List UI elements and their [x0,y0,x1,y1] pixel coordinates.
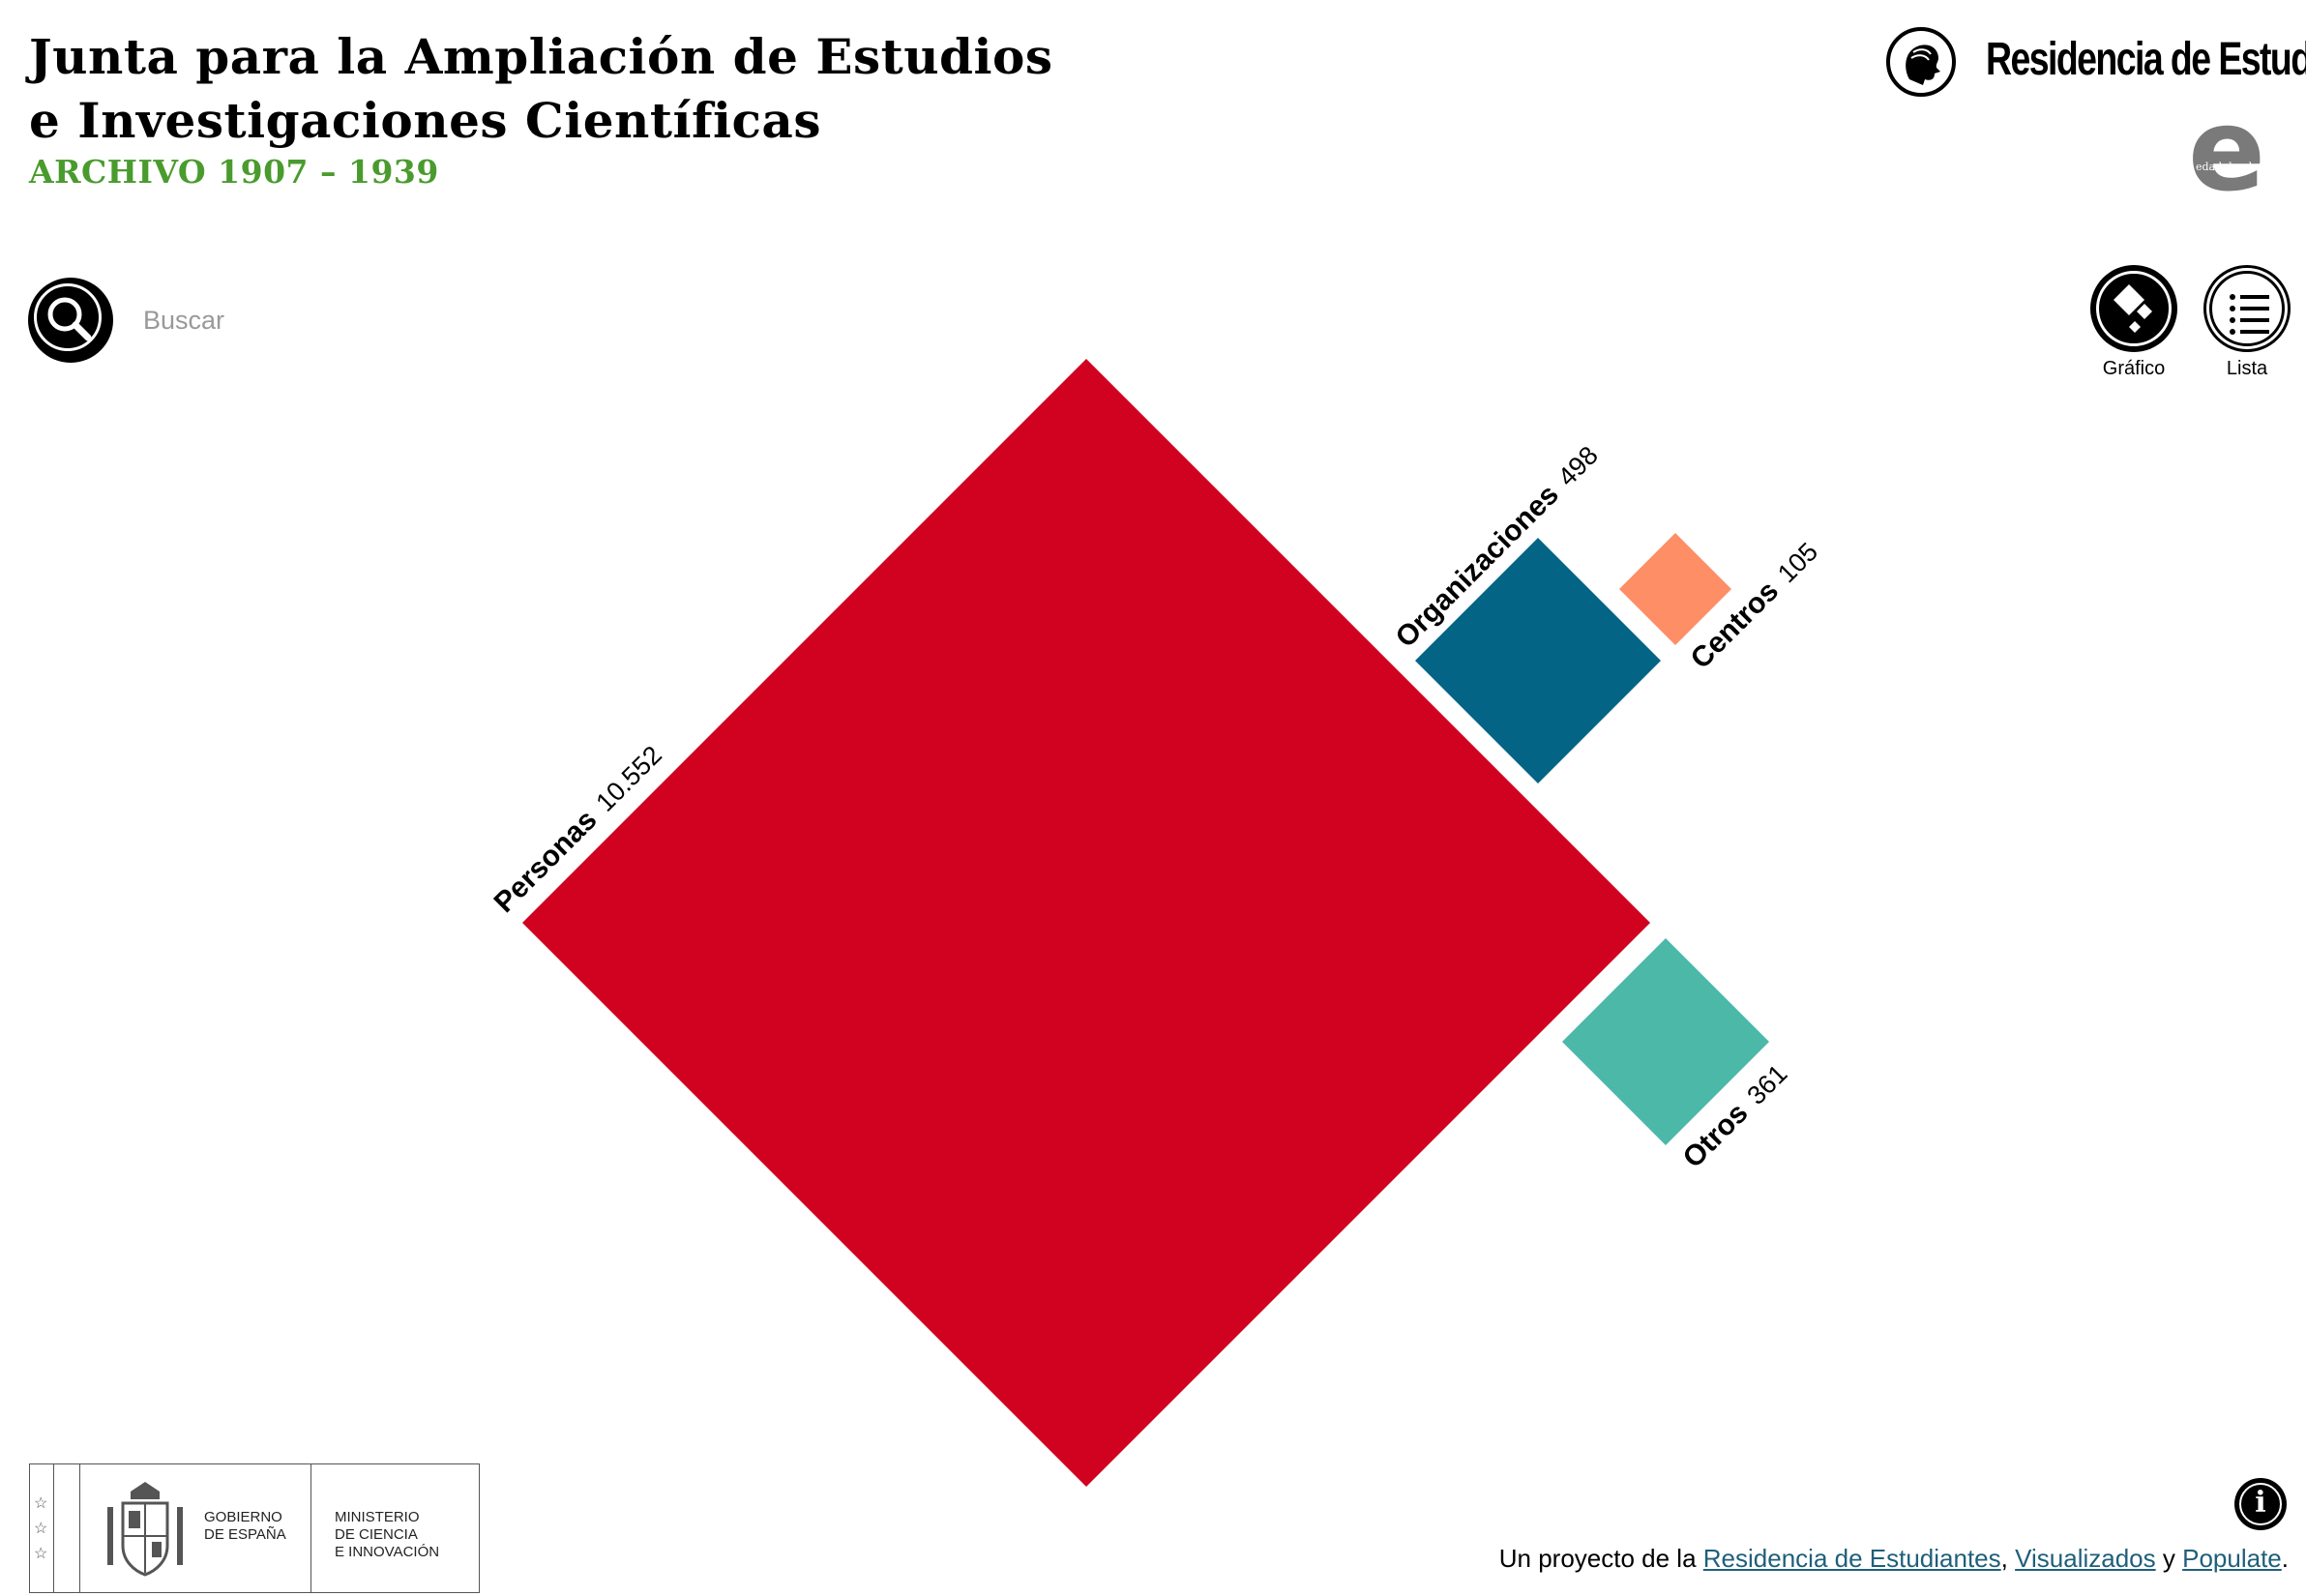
organizaciones-diamond[interactable] [1415,538,1661,783]
lista-circle-ring [2209,271,2285,346]
logo-separator [310,1464,311,1592]
lista-circle [2203,265,2291,352]
centros-count: 105 [1772,537,1823,588]
star-icon: ☆ [34,1546,48,1562]
search-button[interactable] [28,278,113,363]
view-lista-button[interactable]: Lista [2203,265,2291,380]
edad-logo-letter: e [2188,83,2266,217]
residencia-head-emblem [1886,27,1956,97]
lista-label: Lista [2226,358,2268,379]
list-icon [2230,294,2269,335]
info-button[interactable]: i [2234,1478,2287,1530]
grafico-circle-ring [2096,271,2172,346]
project-credit: Un proyecto de la Residencia de Estudian… [1499,1544,2289,1574]
populate-link[interactable]: Populate [2182,1544,2282,1573]
title-line-2: e Investigaciones Científicas [29,92,821,149]
page-title: Junta para la Ampliación de Estudios e I… [29,25,1053,153]
coat-of-arms-icon [107,1482,183,1577]
credit-comma: , [2000,1544,2008,1573]
gobierno-text: GOBIERNO DE ESPAÑA [204,1509,286,1543]
star-icon: ☆ [34,1495,48,1512]
grafico-label: Gráfico [2102,358,2166,379]
residencia-link[interactable]: Residencia de Estudiantes [1702,1544,2001,1573]
category-personas[interactable]: Personas 10.552 [488,359,1650,1487]
ministerio-text: MINISTERIO DE CIENCIA E INNOVACIÓN [335,1509,440,1560]
profile-head-icon [1906,44,1940,85]
credit-and: y [2162,1544,2175,1573]
search-input[interactable] [141,300,725,340]
credit-dot: . [2281,1544,2289,1573]
archive-subtitle: ARCHIVO 1907 – 1939 [29,153,439,191]
personas-diamond[interactable] [522,359,1650,1487]
residencia-logo[interactable]: Residencia de Estudiantes [1886,25,2306,103]
magnifier-icon [47,297,92,341]
star-icon: ☆ [34,1521,48,1537]
residencia-logo-text: Residencia de Estudiantes [1986,34,2306,85]
otros-count: 361 [1741,1059,1792,1110]
edad-logo-tag: edad de plata [2196,161,2269,173]
title-line-1: Junta para la Ampliación de Estudios [29,28,1053,85]
visualizados-link[interactable]: Visualizados [2015,1544,2156,1573]
search-button-ring [34,283,102,351]
flag-band: ☆ ☆ ☆ [30,1464,80,1592]
view-grafico-button[interactable]: Gráfico [2089,265,2178,380]
otros-diamond[interactable] [1562,938,1769,1145]
credit-prefix: Un proyecto de la [1498,1544,1697,1573]
edad-de-plata-logo[interactable]: e edad de plata [2188,93,2279,213]
info-button-ring [2239,1483,2282,1525]
info-icon: i [2255,1486,2266,1520]
grafico-circle [2090,265,2177,352]
organizaciones-count: 498 [1552,440,1604,491]
government-logo: ☆ ☆ ☆ GOBIERNO DE ESPAÑA MINISTERIO DE C… [29,1463,480,1593]
centros-diamond[interactable] [1619,533,1731,645]
diamond-chart-icon [2114,284,2152,333]
